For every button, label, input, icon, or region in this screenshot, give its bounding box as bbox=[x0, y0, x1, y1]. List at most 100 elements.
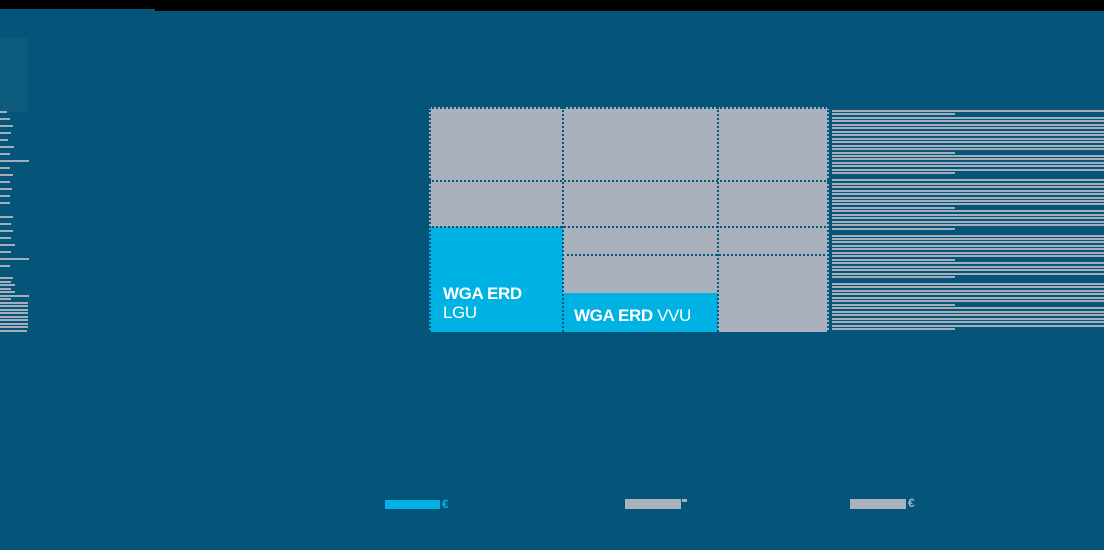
legend-item-gray-1[interactable] bbox=[625, 499, 695, 511]
grid-divider-h2 bbox=[429, 226, 829, 228]
redacted-line bbox=[0, 181, 10, 183]
redacted-line bbox=[0, 258, 29, 260]
legend-partial-glyph bbox=[682, 499, 687, 502]
redacted-line bbox=[0, 277, 13, 279]
treemap-cell-r1c2[interactable] bbox=[563, 107, 718, 181]
redacted-line bbox=[832, 286, 1104, 289]
redacted-line bbox=[832, 123, 1104, 126]
redacted-line bbox=[832, 244, 1104, 247]
redacted-line bbox=[832, 321, 1104, 324]
redacted-line bbox=[0, 312, 28, 314]
treemap-highlight-wga-erd-vvu[interactable]: WGA ERD VVU bbox=[563, 293, 718, 332]
grid-divider-h1 bbox=[429, 180, 829, 182]
redacted-line bbox=[832, 269, 1104, 272]
redacted-line bbox=[0, 237, 11, 239]
redacted-line bbox=[832, 317, 1104, 320]
redacted-line bbox=[832, 193, 1104, 196]
highlight-title: WGA ERD bbox=[574, 306, 653, 325]
legend-item-cyan[interactable]: € bbox=[385, 498, 455, 512]
redacted-line bbox=[832, 196, 1104, 199]
redacted-line bbox=[832, 303, 955, 306]
top-bar-notch bbox=[0, 9, 155, 11]
highlight-subtitle: LGU bbox=[443, 303, 477, 322]
redacted-line bbox=[832, 120, 1104, 123]
redacted-line bbox=[832, 300, 1104, 303]
grid-border-top bbox=[429, 107, 829, 109]
redacted-line bbox=[0, 132, 11, 134]
highlight-subtitle: VVU bbox=[657, 306, 691, 325]
grid-border-right bbox=[827, 107, 829, 332]
redacted-line bbox=[0, 322, 28, 325]
redacted-line bbox=[832, 272, 1104, 275]
redacted-line bbox=[832, 206, 955, 209]
redacted-line bbox=[832, 293, 1104, 296]
redacted-line bbox=[832, 265, 1104, 268]
redacted-line bbox=[0, 291, 15, 293]
redacted-line bbox=[832, 289, 1104, 292]
grid-border-left bbox=[429, 107, 431, 332]
redacted-line bbox=[832, 134, 1104, 137]
legend-swatch-gray-1 bbox=[625, 499, 681, 509]
redacted-line bbox=[0, 160, 29, 162]
redacted-line bbox=[832, 182, 1104, 185]
redacted-line bbox=[832, 314, 1104, 317]
redacted-line bbox=[0, 223, 11, 225]
treemap-highlight-wga-erd-lgu[interactable]: WGA ERD LGU bbox=[429, 227, 563, 332]
redacted-line bbox=[832, 248, 1104, 251]
highlight-label: WGA ERD VVU bbox=[574, 306, 691, 325]
legend-item-gray-2[interactable]: € bbox=[850, 496, 920, 511]
treemap-cell-r2c2[interactable] bbox=[563, 181, 718, 227]
redacted-line bbox=[0, 265, 10, 267]
redacted-line bbox=[832, 151, 955, 154]
grid-divider-h3 bbox=[562, 254, 829, 256]
redacted-line bbox=[832, 189, 1104, 192]
redacted-line bbox=[0, 174, 13, 176]
redacted-line bbox=[0, 326, 28, 328]
redacted-line bbox=[832, 137, 1104, 140]
legend-swatch-gray-2 bbox=[850, 499, 906, 509]
redacted-line bbox=[0, 315, 28, 318]
redacted-line bbox=[832, 283, 1104, 285]
redacted-line bbox=[0, 294, 29, 297]
redacted-line bbox=[0, 308, 28, 311]
redacted-line bbox=[832, 148, 1104, 151]
grid-divider-v1 bbox=[562, 107, 564, 332]
redacted-line bbox=[832, 227, 955, 230]
redacted-line bbox=[832, 110, 1104, 112]
treemap-cell-r1c1[interactable] bbox=[429, 107, 563, 181]
redacted-line bbox=[832, 203, 1104, 206]
redacted-line bbox=[832, 210, 1104, 213]
redacted-line bbox=[0, 153, 10, 155]
redacted-line bbox=[832, 199, 1104, 202]
redacted-line bbox=[832, 116, 1104, 119]
treemap: WGA ERD LGU WGA ERD VVU bbox=[429, 107, 829, 332]
euro-icon: € bbox=[908, 496, 915, 510]
treemap-cell-r4c3[interactable] bbox=[718, 255, 829, 332]
redacted-line bbox=[0, 146, 14, 148]
redacted-line bbox=[832, 144, 1104, 147]
redacted-line bbox=[0, 118, 10, 120]
redacted-line bbox=[832, 262, 1104, 265]
redacted-line bbox=[832, 276, 955, 279]
redacted-line bbox=[0, 139, 8, 141]
redacted-line bbox=[832, 234, 1104, 237]
treemap-cell-r3c3[interactable] bbox=[718, 227, 829, 255]
redacted-line bbox=[0, 329, 27, 332]
redacted-line bbox=[0, 251, 11, 253]
legend-swatch-cyan bbox=[385, 500, 440, 509]
redacted-line bbox=[0, 319, 28, 321]
treemap-cell-r2c1[interactable] bbox=[429, 181, 563, 227]
treemap-cell-r1c3[interactable] bbox=[718, 107, 829, 181]
redacted-line bbox=[0, 195, 10, 197]
redacted-line bbox=[832, 161, 1104, 164]
redacted-line bbox=[0, 305, 28, 307]
redacted-line bbox=[832, 310, 1104, 313]
redacted-line bbox=[832, 168, 1104, 171]
redacted-line bbox=[0, 280, 11, 283]
redacted-line bbox=[0, 298, 11, 300]
redacted-line bbox=[832, 324, 1104, 327]
treemap-cell-r3c2[interactable] bbox=[563, 227, 718, 255]
redacted-line bbox=[832, 327, 955, 330]
treemap-cell-r2c3[interactable] bbox=[718, 181, 829, 227]
